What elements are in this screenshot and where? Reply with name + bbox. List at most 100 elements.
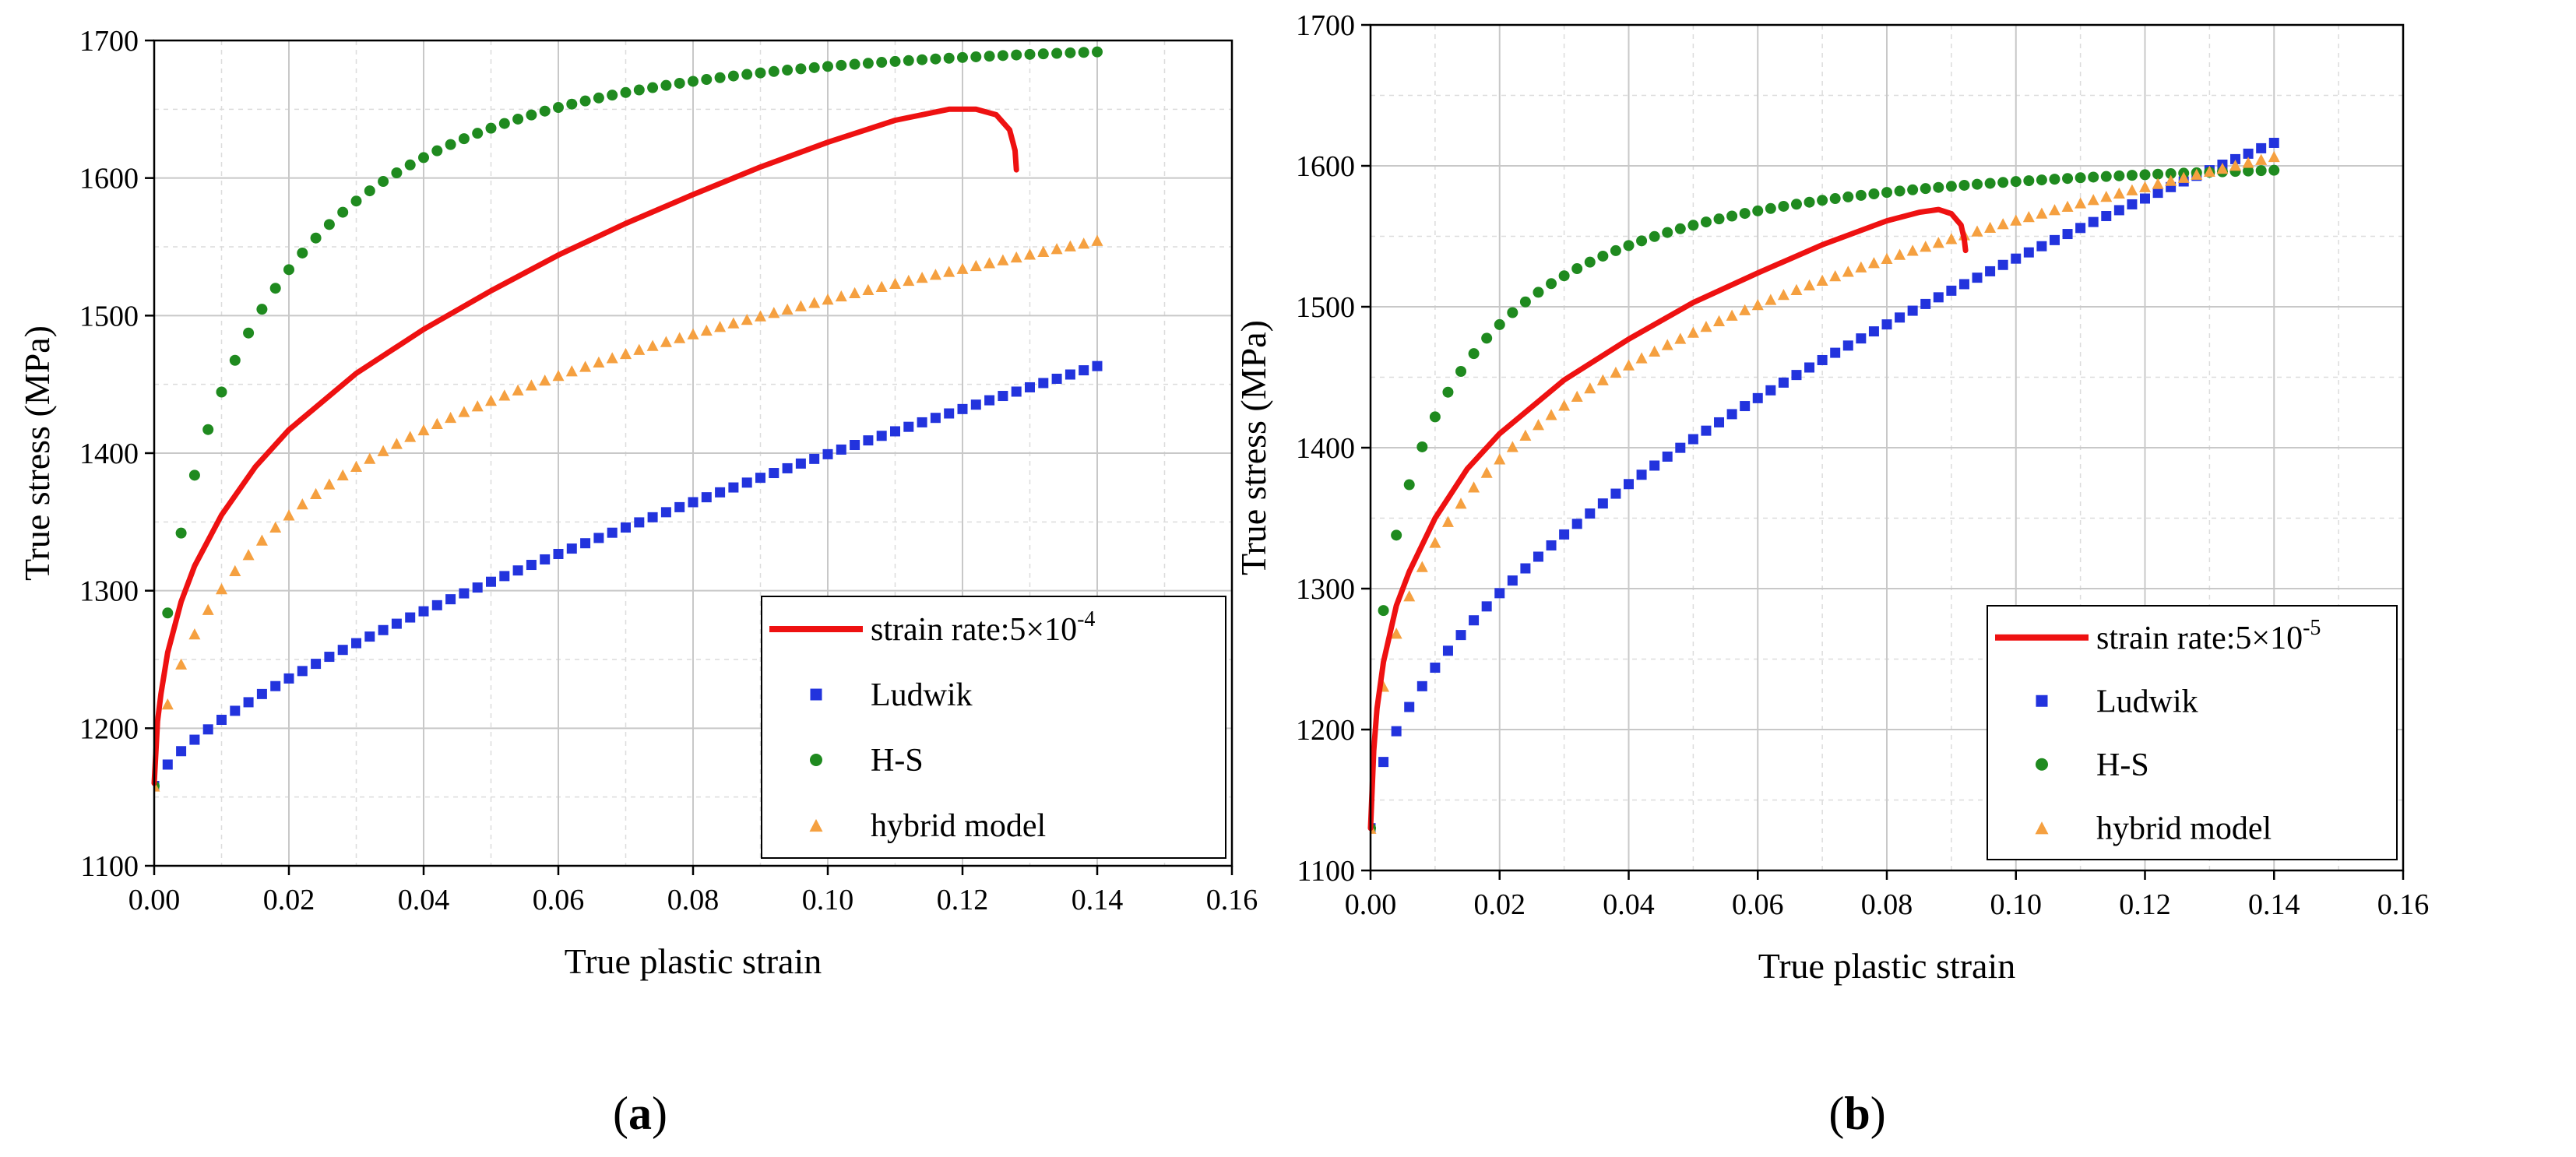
data-point	[513, 565, 523, 575]
data-point	[1038, 48, 1049, 59]
data-point	[2114, 205, 2124, 215]
data-point	[445, 139, 456, 150]
x-tick-label: 0.10	[802, 884, 854, 916]
data-point	[1726, 211, 1737, 222]
data-point	[2063, 229, 2073, 239]
data-point	[472, 128, 483, 139]
data-point	[1442, 387, 1453, 398]
data-point	[782, 65, 793, 76]
data-point	[2140, 194, 2150, 204]
data-point	[1687, 220, 1698, 230]
data-point	[984, 396, 994, 406]
data-point	[1997, 177, 2008, 188]
data-point	[1907, 185, 1918, 195]
data-point	[1391, 529, 1402, 540]
data-point	[419, 607, 429, 617]
data-point	[338, 645, 348, 655]
data-point	[1791, 370, 1801, 380]
data-point	[741, 69, 752, 80]
data-point	[621, 87, 632, 98]
data-point	[1740, 401, 1750, 411]
data-point	[809, 454, 819, 464]
data-point	[1765, 203, 1776, 214]
data-point	[1430, 411, 1441, 422]
data-point	[1920, 299, 1930, 309]
data-point	[1714, 417, 1724, 427]
data-point	[958, 404, 968, 414]
x-tick-label: 0.02	[263, 884, 315, 916]
data-point	[1025, 49, 1036, 60]
data-point	[1842, 192, 1853, 202]
data-point	[1895, 185, 1906, 196]
data-point	[486, 123, 497, 134]
data-point	[1012, 386, 1022, 396]
data-point	[890, 56, 901, 67]
data-point	[769, 66, 779, 77]
data-point	[903, 422, 913, 432]
data-point	[890, 426, 900, 436]
data-point	[1585, 257, 1596, 268]
legend-label: H-S	[871, 743, 924, 779]
data-point	[809, 62, 820, 73]
data-point	[418, 152, 429, 163]
data-point	[2256, 143, 2266, 153]
data-point	[1714, 213, 1725, 224]
data-point	[850, 59, 860, 70]
data-point	[1378, 757, 1388, 767]
data-point	[728, 71, 739, 82]
data-point	[378, 625, 389, 635]
x-tick-label: 0.00	[1345, 888, 1397, 921]
data-point	[1597, 251, 1608, 262]
data-point	[998, 391, 1008, 401]
data-point	[1946, 286, 1956, 296]
data-point	[2268, 165, 2279, 176]
data-point	[1881, 187, 1892, 198]
data-point	[1520, 297, 1531, 308]
data-point	[1571, 263, 1582, 274]
legend: strain rate:5×10-5LudwikH-Shybrid model	[1987, 606, 2397, 860]
x-tick-label: 0.12	[937, 884, 989, 916]
data-point	[1804, 197, 1815, 208]
data-point	[337, 207, 348, 218]
data-point	[795, 63, 806, 74]
data-point	[2049, 174, 2060, 185]
data-point	[1392, 726, 1402, 737]
x-tick-label: 0.10	[1990, 888, 2043, 921]
y-axis-title: True stress (MPa)	[17, 325, 57, 581]
data-point	[863, 58, 874, 69]
data-point	[1481, 332, 1492, 343]
data-point	[984, 51, 995, 62]
data-point	[917, 55, 927, 65]
data-point	[1649, 460, 1659, 470]
data-point	[351, 638, 361, 649]
legend-label: strain rate:5×10-5	[2096, 616, 2321, 656]
data-point	[1778, 201, 1789, 212]
data-point	[1610, 489, 1621, 499]
data-point	[1624, 240, 1635, 251]
data-point	[1585, 508, 1595, 519]
data-point	[216, 715, 227, 725]
data-point	[1559, 529, 1569, 540]
data-point	[1804, 362, 1814, 372]
data-point	[957, 52, 968, 63]
data-point	[1052, 374, 1062, 384]
data-point	[392, 619, 402, 629]
data-point	[2036, 174, 2047, 185]
data-point	[580, 538, 590, 548]
data-point	[1998, 260, 2008, 270]
data-point	[1520, 564, 1530, 574]
data-point	[647, 83, 658, 93]
data-point	[1494, 319, 1505, 330]
data-point	[1417, 681, 1427, 691]
data-point	[580, 96, 591, 107]
data-point	[1985, 266, 1995, 276]
data-point	[1378, 605, 1389, 616]
data-point	[351, 195, 362, 206]
data-point	[1701, 216, 1712, 227]
panel-label: (b)	[1828, 1088, 1885, 1139]
data-point	[1818, 355, 1828, 365]
y-tick-label: 1100	[1297, 855, 1355, 888]
data-point	[1092, 47, 1103, 58]
data-point	[1404, 702, 1414, 712]
data-point	[526, 110, 537, 121]
